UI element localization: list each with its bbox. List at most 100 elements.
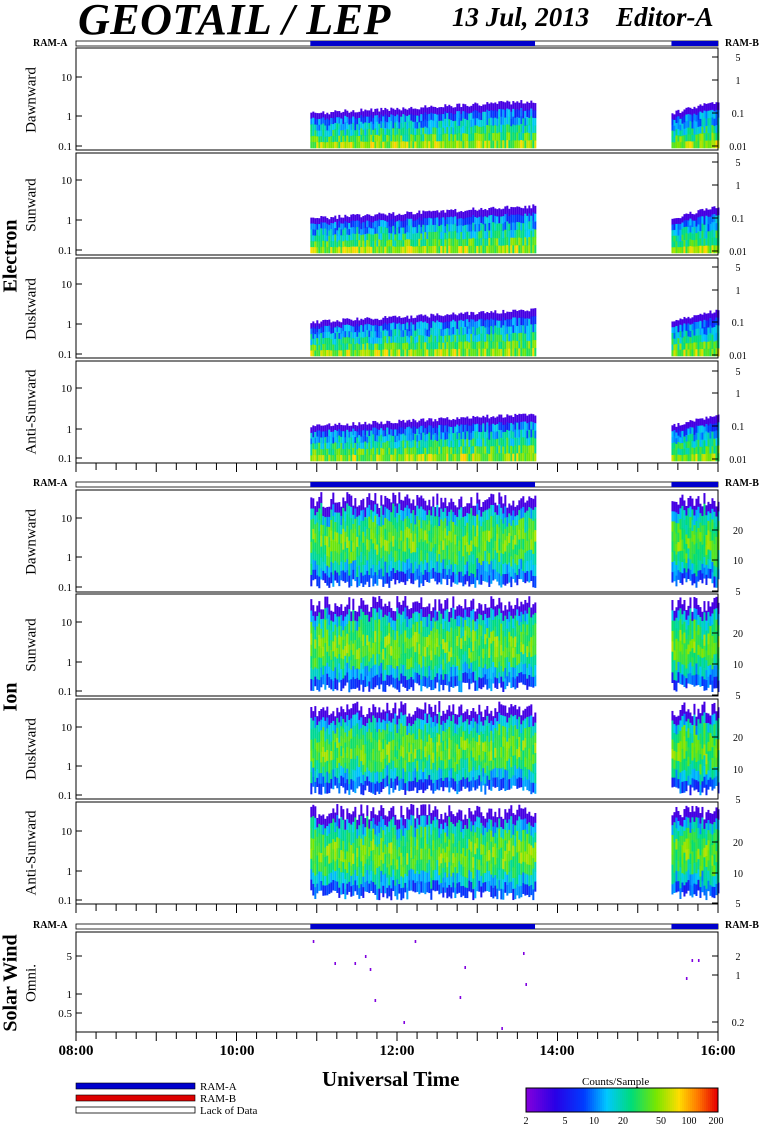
- spectrogram-cell: [392, 568, 395, 580]
- spectrogram-cell: [426, 606, 429, 617]
- ram-segment: [671, 482, 718, 487]
- spectrogram-cell: [340, 615, 343, 627]
- spectrogram-cell: [380, 505, 383, 517]
- spectrogram-cell: [502, 317, 505, 326]
- spectrogram-cell: [410, 447, 413, 455]
- spectrogram-cell: [394, 435, 397, 443]
- spectrogram-cell: [342, 507, 345, 519]
- spectrogram-cell: [370, 324, 373, 332]
- spectrogram-cell: [709, 340, 712, 349]
- spectrogram-cell: [472, 230, 475, 239]
- spectrogram-cell: [394, 234, 397, 241]
- spectrogram-cell: [374, 642, 377, 654]
- spectrogram-cell: [679, 497, 682, 509]
- spectrogram-cell: [388, 454, 391, 462]
- spectrogram-cell: [697, 314, 700, 323]
- spectrogram-cell: [414, 420, 417, 428]
- spectrogram-cell: [410, 503, 413, 514]
- spectrogram-cell: [524, 205, 527, 214]
- spectrogram-cell: [524, 512, 527, 523]
- spectrogram-cell: [474, 546, 477, 558]
- spectrogram-cell: [322, 618, 325, 629]
- spectrogram-cell: [362, 680, 365, 692]
- spectrogram-cell: [673, 125, 676, 132]
- spectrogram-cell: [316, 326, 319, 333]
- spectrogram-cell: [362, 117, 365, 124]
- spectrogram-cell: [707, 224, 710, 232]
- spectrogram-cell: [689, 538, 692, 550]
- spectrogram-cell: [468, 349, 471, 357]
- spectrogram-cell: [358, 344, 361, 351]
- spectrogram-cell: [512, 222, 515, 231]
- spectrogram-cell: [340, 543, 343, 553]
- spectrogram-cell: [508, 140, 511, 149]
- spectrogram-cell: [340, 506, 343, 517]
- spectrogram-cell: [402, 551, 405, 562]
- spectrogram-cell: [392, 629, 395, 640]
- spectrogram-cell: [498, 504, 501, 516]
- spectrogram-cell: [518, 229, 521, 238]
- spectrogram-cell: [514, 102, 517, 111]
- spectrogram-cell: [703, 224, 706, 233]
- spectrogram-cell: [394, 495, 397, 507]
- spectrogram-cell: [677, 217, 680, 225]
- spectrogram-cell: [404, 664, 407, 677]
- spectrogram-cell: [510, 118, 513, 127]
- spectrogram-cell: [438, 225, 441, 234]
- spectrogram-cell: [328, 343, 331, 351]
- spectrogram-cell: [324, 554, 327, 565]
- spectrogram-cell: [705, 230, 708, 239]
- spectrogram-cell: [310, 241, 313, 248]
- spectrogram-cell: [336, 532, 339, 543]
- spectrogram-cell: [418, 420, 421, 428]
- spectrogram-cell: [350, 141, 353, 149]
- spectrogram-cell: [474, 102, 477, 111]
- spectrogram-cell: [340, 124, 343, 131]
- spectrogram-cell: [470, 112, 473, 121]
- spectrogram-cell: [350, 563, 353, 575]
- spectrogram-cell: [705, 416, 708, 425]
- spectrogram-cell: [516, 574, 519, 586]
- spectrogram-cell: [320, 443, 323, 450]
- spectrogram-cell: [358, 123, 361, 131]
- spectrogram-cell: [330, 498, 333, 510]
- spectrogram-cell: [412, 418, 415, 427]
- spectrogram-cell: [418, 623, 421, 634]
- spectrogram-cell: [382, 436, 385, 443]
- spectrogram-cell: [502, 245, 505, 254]
- spectrogram-cell: [378, 226, 381, 234]
- spectrogram-cell: [454, 230, 457, 239]
- spectrogram-cell: [424, 119, 427, 127]
- spectrogram-cell: [488, 237, 491, 246]
- spectrogram-cell: [683, 214, 686, 221]
- spectrogram-cell: [310, 563, 313, 576]
- spectrogram-cell: [418, 231, 421, 240]
- spectrogram-cell: [432, 537, 435, 548]
- spectrogram-cell: [356, 336, 359, 344]
- spectrogram-cell: [478, 541, 481, 553]
- spectrogram-cell: [464, 432, 467, 440]
- spectrogram-cell: [689, 495, 692, 507]
- spectrogram-cell: [416, 505, 419, 517]
- spectrogram-cell: [388, 543, 391, 555]
- spectrogram-cell: [518, 206, 521, 215]
- spectrogram-cell: [705, 574, 708, 585]
- spectrogram-cell: [454, 534, 457, 545]
- spectrogram-cell: [510, 140, 513, 149]
- spectrogram-cell: [388, 323, 391, 330]
- spectrogram-cell: [681, 454, 684, 462]
- spectrogram-cell: [334, 522, 337, 533]
- spectrogram-cell: [420, 220, 423, 228]
- spectrogram-cell: [687, 498, 690, 509]
- spectrogram-cell: [488, 530, 491, 543]
- spectrogram-cell: [701, 133, 704, 142]
- spectrogram-cell: [418, 210, 421, 218]
- spectrogram-cell: [406, 516, 409, 528]
- spectrogram-cell: [366, 448, 369, 456]
- spectrogram-cell: [368, 493, 371, 506]
- spectrogram-cell: [679, 229, 682, 236]
- spectrogram-cell: [444, 558, 447, 570]
- spectrogram-cell: [438, 453, 441, 462]
- spectrogram-cell: [388, 117, 391, 124]
- spectrogram-cell: [452, 134, 455, 142]
